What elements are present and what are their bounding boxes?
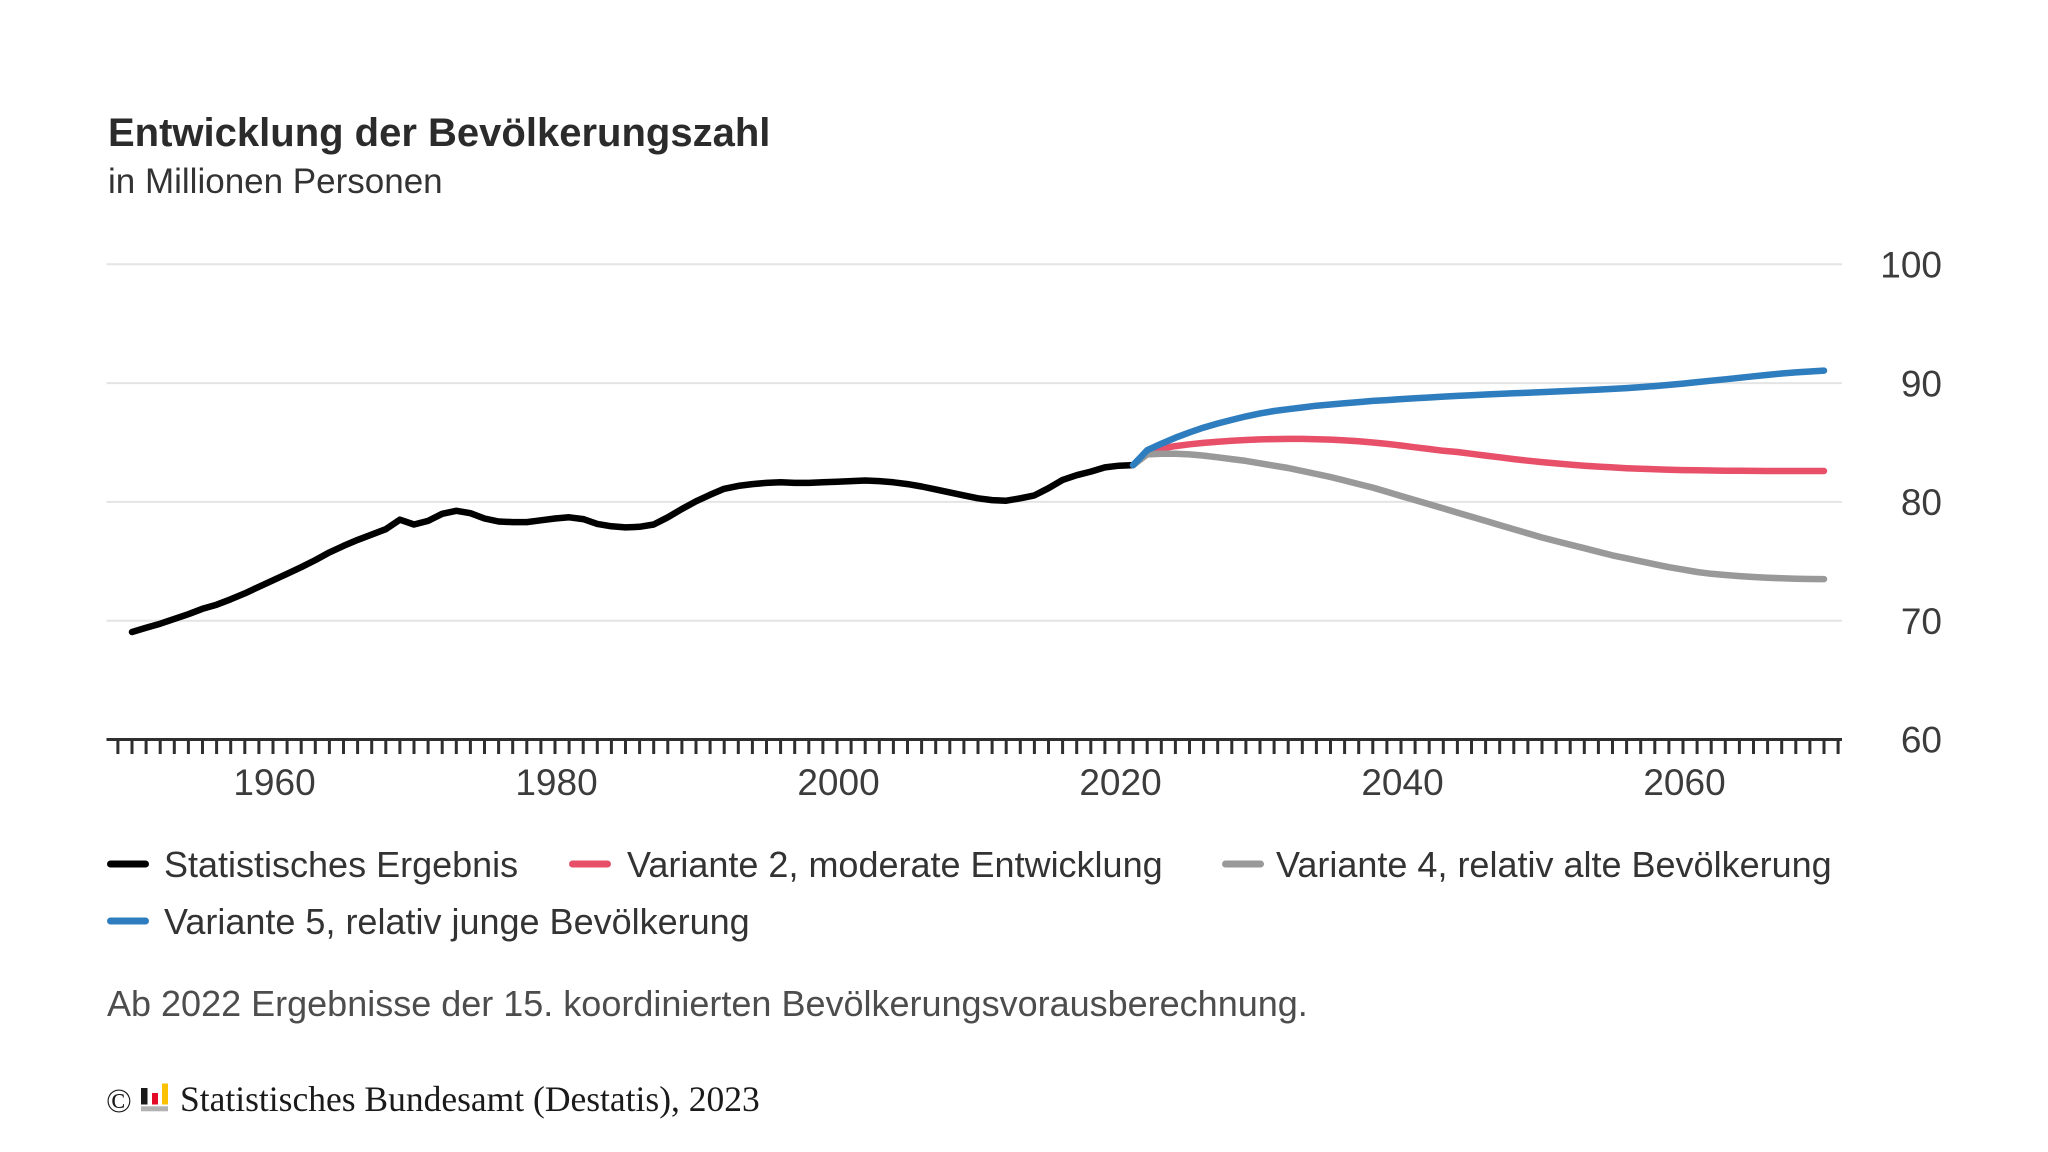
svg-text:1980: 1980 bbox=[515, 762, 597, 803]
svg-text:70: 70 bbox=[1901, 601, 1942, 642]
svg-text:Variante 2, moderate Entwicklu: Variante 2, moderate Entwicklung bbox=[627, 844, 1163, 885]
svg-text:1960: 1960 bbox=[233, 762, 315, 803]
svg-text:90: 90 bbox=[1901, 363, 1942, 404]
svg-text:80: 80 bbox=[1901, 482, 1942, 523]
svg-text:2040: 2040 bbox=[1361, 762, 1443, 803]
svg-text:Variante 4, relativ alte Bevöl: Variante 4, relativ alte Bevölkerung bbox=[1276, 844, 1832, 885]
svg-text:in Millionen Personen: in Millionen Personen bbox=[108, 162, 443, 201]
svg-text:Entwicklung der Bevölkerungsza: Entwicklung der Bevölkerungszahl bbox=[108, 111, 770, 155]
svg-text:Statistisches Bundesamt (Desta: Statistisches Bundesamt (Destatis), 2023 bbox=[180, 1079, 760, 1119]
svg-text:2060: 2060 bbox=[1643, 762, 1725, 803]
svg-text:Variante 5, relativ junge Bevö: Variante 5, relativ junge Bevölkerung bbox=[164, 901, 750, 942]
svg-text:100: 100 bbox=[1880, 245, 1942, 286]
svg-text:Ab 2022 Ergebnisse der 15. koo: Ab 2022 Ergebnisse der 15. koordinierten… bbox=[107, 983, 1308, 1024]
svg-text:60: 60 bbox=[1901, 720, 1942, 761]
svg-text:2000: 2000 bbox=[797, 762, 879, 803]
svg-text:Statistisches Ergebnis: Statistisches Ergebnis bbox=[164, 844, 518, 885]
svg-text:©: © bbox=[106, 1083, 132, 1120]
svg-text:2020: 2020 bbox=[1079, 762, 1161, 803]
